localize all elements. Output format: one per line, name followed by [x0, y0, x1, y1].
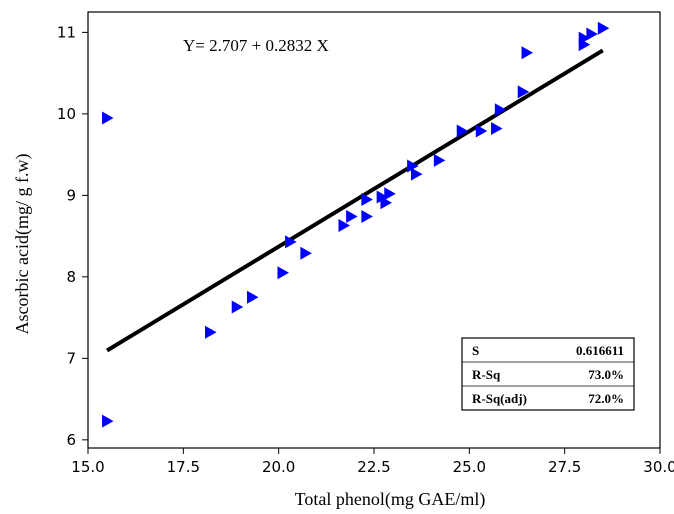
y-axis-title: Ascorbic acid(mg/ g f.w) [12, 154, 33, 335]
stats-value: 72.0% [588, 391, 624, 406]
data-point [361, 210, 373, 223]
stats-table: S 0.616611 R-Sq 73.0% R-Sq(adj) 72.0% [462, 338, 634, 410]
data-point [491, 122, 503, 135]
x-tick-label: 15.0 [71, 458, 104, 476]
data-point [476, 124, 488, 137]
data-point [411, 168, 423, 181]
data-point [205, 326, 217, 339]
data-point [232, 301, 244, 314]
data-point [277, 266, 289, 279]
regression-equation: Y= 2.707 + 0.2832 X [183, 36, 329, 55]
y-tick-label: 9 [66, 186, 76, 204]
data-point [102, 111, 114, 124]
x-tick-label: 17.5 [167, 458, 200, 476]
data-point [247, 291, 259, 304]
data-point [384, 187, 396, 200]
stats-label: S [472, 343, 479, 358]
y-tick-label: 8 [66, 268, 76, 286]
data-point [598, 22, 610, 35]
data-point [346, 210, 358, 223]
y-tick-label: 10 [57, 105, 76, 123]
stats-value: 73.0% [588, 367, 624, 382]
x-tick-label: 20.0 [262, 458, 295, 476]
x-tick-label: 27.5 [548, 458, 581, 476]
stats-label: R-Sq(adj) [472, 391, 527, 406]
x-tick-label: 25.0 [453, 458, 486, 476]
regression-line [107, 50, 603, 350]
y-axis-ticks: 6 7 8 9 10 11 [57, 23, 88, 448]
stats-value: 0.616611 [576, 343, 624, 358]
x-tick-label: 30.0 [643, 458, 674, 476]
y-tick-label: 7 [66, 349, 76, 367]
data-point [522, 46, 534, 59]
y-tick-label: 6 [66, 431, 76, 449]
data-point [300, 247, 312, 260]
data-point [434, 154, 446, 167]
x-tick-label: 22.5 [357, 458, 390, 476]
x-axis-ticks: 15.0 17.5 20.0 22.5 25.0 27.5 30.0 [71, 448, 674, 476]
data-point [586, 28, 598, 41]
y-tick-label: 11 [57, 23, 76, 41]
stats-label: R-Sq [472, 367, 501, 382]
x-axis-title: Total phenol(mg GAE/ml) [295, 489, 486, 510]
regression-line-group [107, 50, 603, 350]
data-point [102, 415, 114, 428]
